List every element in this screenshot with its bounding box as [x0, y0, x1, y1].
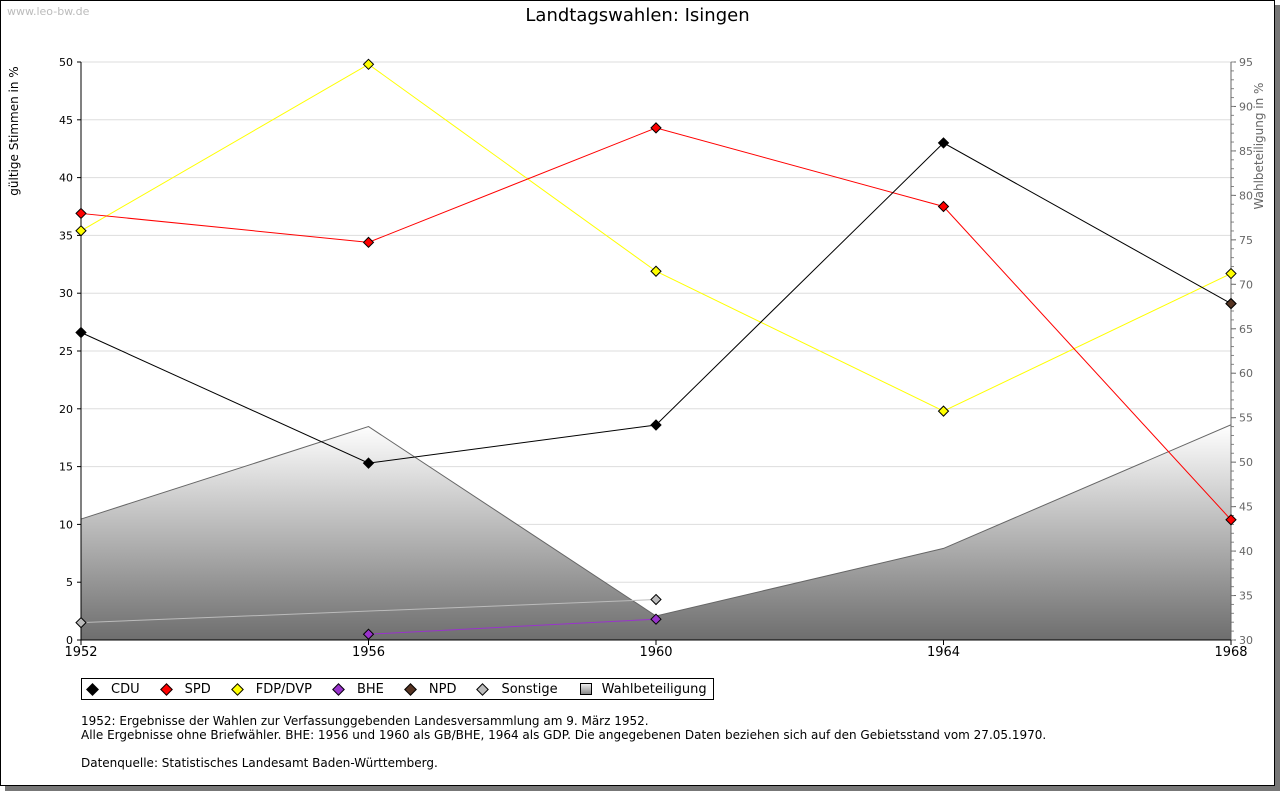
series-line-bhe [368, 618, 657, 635]
y-tick-label: 5 [66, 576, 73, 589]
y-tick-label: 25 [59, 345, 73, 358]
y2-tick-label: 70 [1239, 278, 1253, 291]
data-point-spd [362, 236, 375, 249]
y2-tick-label: 60 [1239, 367, 1253, 380]
data-point-spd [75, 207, 87, 220]
y-tick-label: 15 [59, 461, 73, 474]
legend-marker-icon [332, 682, 345, 696]
data-point-cdu [75, 326, 87, 339]
y2-tick-label: 90 [1239, 100, 1253, 113]
data-point-sonstige [650, 593, 662, 606]
legend-item: Wahlbeteiligung [579, 681, 707, 697]
y-tick-label: 10 [59, 518, 73, 531]
y2-tick-label: 45 [1239, 501, 1253, 514]
x-tick-label: 1964 [927, 645, 960, 660]
series-line-sonstige [80, 599, 657, 624]
watermark: www.leo-bw.de [7, 5, 90, 18]
y2-tick-label: 85 [1239, 145, 1253, 158]
y2-axis-label: Wahlbeteiligung in % [1252, 83, 1266, 210]
legend-label: NPD [428, 681, 457, 697]
data-point-spd [1225, 514, 1237, 526]
data-point-cdu [650, 419, 662, 431]
legend-label: SPD [184, 681, 211, 697]
legend-label: FDP/DVP [255, 681, 312, 697]
y2-tick-label: 65 [1239, 323, 1253, 336]
legend-item: Sonstige [476, 681, 558, 697]
legend-item: CDU [86, 681, 140, 697]
data-point-fdp/dvp [937, 405, 950, 417]
x-tick-label: 1960 [639, 645, 672, 660]
source-note: Datenquelle: Statistisches Landesamt Bad… [81, 756, 438, 770]
data-point-npd [1225, 297, 1237, 310]
x-tick-label: 1956 [352, 645, 385, 660]
y-tick-label: 0 [66, 634, 73, 647]
y-tick-label: 50 [59, 56, 73, 69]
y2-tick-label: 75 [1239, 234, 1253, 247]
legend-item: FDP/DVP [230, 681, 312, 697]
y2-tick-label: 55 [1239, 412, 1253, 425]
series-line-fdp/dvp [80, 63, 1232, 412]
legend: CDU SPD FDP/DVP BHE NPD Sonstige Wahlbeteiligu… [81, 678, 714, 700]
y-tick-label: 35 [59, 229, 73, 242]
chart-title: Landtagswahlen: Isingen [525, 5, 750, 26]
legend-item: SPD [159, 681, 211, 697]
y-tick-label: 20 [59, 403, 73, 416]
legend-label: Wahlbeteiligung [601, 681, 707, 697]
legend-label: CDU [111, 681, 140, 697]
y2-tick-label: 50 [1239, 456, 1253, 469]
note: 1952: Ergebnisse der Wahlen zur Verfassu… [81, 714, 649, 728]
series-line-spd [80, 127, 1232, 521]
legend-label: BHE [356, 681, 384, 697]
y-tick-label: 40 [59, 172, 73, 185]
legend-area-icon [579, 683, 592, 695]
data-point-fdp/dvp [75, 225, 87, 237]
legend-marker-icon [159, 682, 173, 696]
series-line-cdu [80, 142, 1232, 464]
y2-tick-label: 40 [1239, 545, 1253, 558]
data-point-bhe [362, 628, 375, 640]
y-tick-label: 45 [59, 114, 73, 127]
data-point-spd [937, 200, 950, 213]
legend-marker-icon [404, 682, 417, 696]
legend-marker-icon [230, 682, 244, 696]
legend-label: Sonstige [501, 681, 558, 697]
chart-plot: 0 5 10 15 20 25 30 35 40 45 50 30 35 40 45 50 55 60 65 70 75… [7, 56, 1266, 660]
data-point-fdp/dvp [1225, 267, 1237, 280]
data-point-cdu [937, 137, 950, 149]
x-tick-label: 1952 [64, 645, 97, 660]
notes: 1952: Ergebnisse der Wahlen zur Verfassu… [81, 714, 1046, 770]
y-axis-label: gültige Stimmen in % [7, 66, 21, 195]
y2-tick-label: 95 [1239, 56, 1253, 69]
data-point-fdp/dvp [650, 265, 662, 277]
x-tick-label: 1968 [1214, 645, 1247, 660]
y2-tick-label: 30 [1239, 634, 1253, 647]
turnout-area [80, 424, 1232, 641]
y2-tick-label: 80 [1239, 189, 1253, 202]
legend-marker-icon [476, 682, 490, 696]
legend-item: NPD [404, 681, 457, 697]
y-tick-label: 30 [59, 287, 73, 300]
data-point-sonstige [75, 616, 87, 629]
data-point-spd [650, 122, 662, 134]
data-point-cdu [362, 457, 375, 469]
data-point-fdp/dvp [362, 58, 375, 71]
legend-marker-icon [86, 682, 99, 696]
legend-item: BHE [332, 681, 384, 697]
data-point-bhe [650, 613, 662, 625]
y2-tick-label: 35 [1239, 590, 1253, 603]
note: Alle Ergebnisse ohne Briefwähler. BHE: 1… [81, 728, 1047, 742]
